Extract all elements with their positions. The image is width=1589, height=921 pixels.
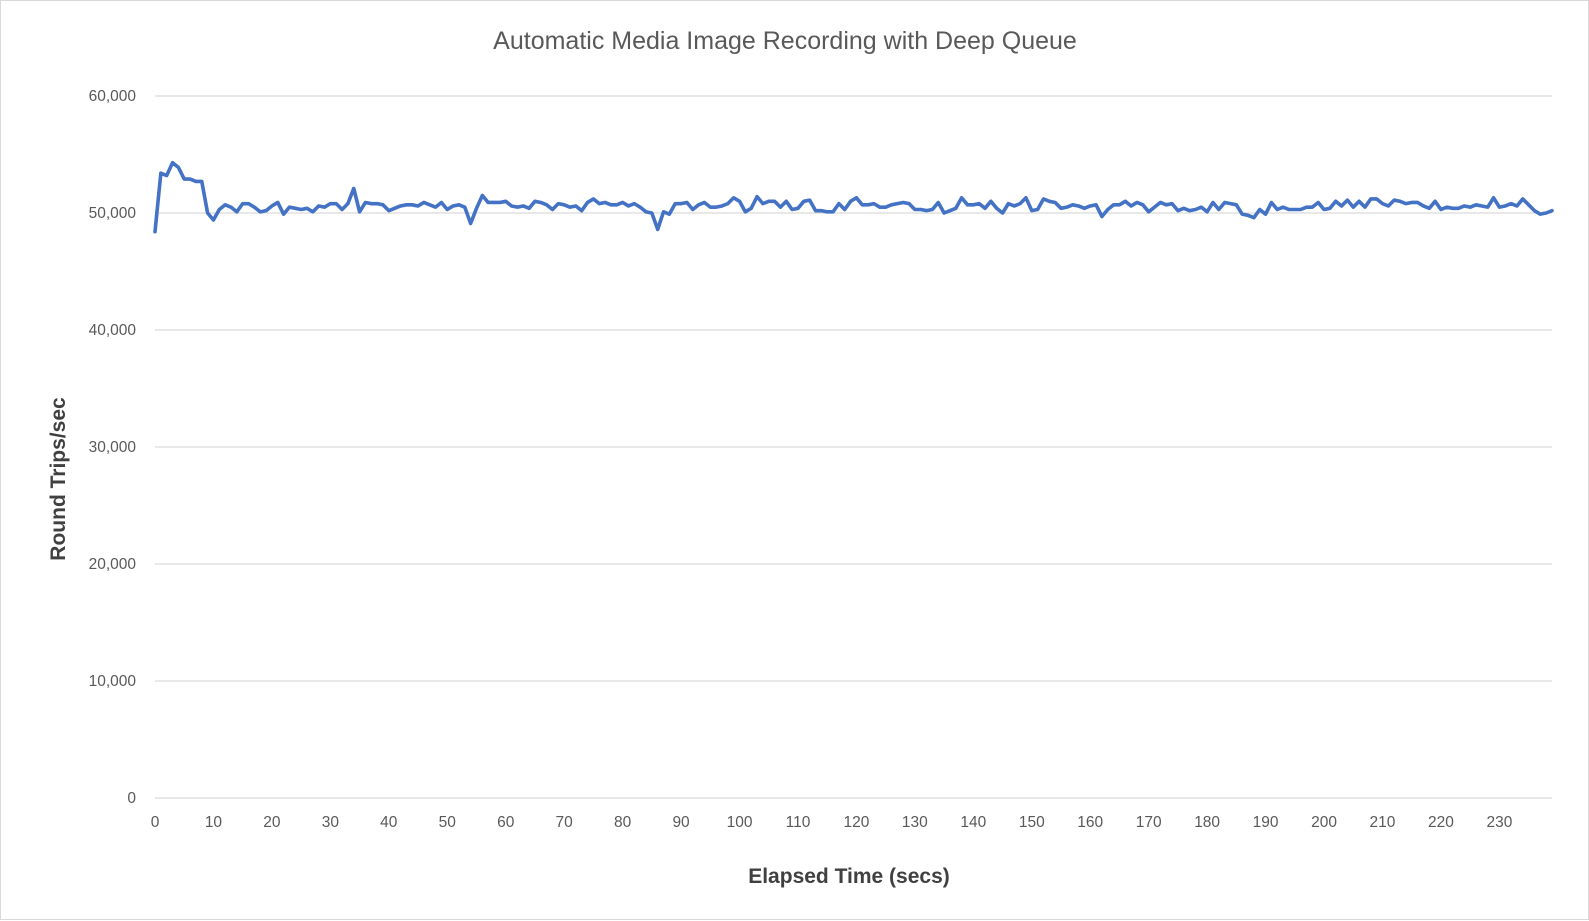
y-tick-label: 0 bbox=[127, 790, 136, 807]
x-tick-label: 60 bbox=[497, 814, 515, 831]
x-tick-label: 170 bbox=[1136, 814, 1162, 831]
x-tick-label: 210 bbox=[1370, 814, 1396, 831]
x-tick-label: 200 bbox=[1311, 814, 1337, 831]
gridlines bbox=[155, 95, 1552, 799]
x-tick-label: 10 bbox=[205, 814, 223, 831]
x-tick-label: 190 bbox=[1253, 814, 1279, 831]
series-line bbox=[153, 160, 1554, 234]
y-tick-label: 50,000 bbox=[89, 205, 137, 222]
x-tick-label: 160 bbox=[1077, 814, 1103, 831]
x-tick-label: 20 bbox=[263, 814, 281, 831]
x-tick-label: 150 bbox=[1019, 814, 1045, 831]
y-axis-title: Round Trips/sec bbox=[47, 397, 70, 561]
x-tick-label: 0 bbox=[151, 814, 160, 831]
x-tick-label: 90 bbox=[672, 814, 690, 831]
x-tick-label: 120 bbox=[843, 814, 869, 831]
y-axis-ticks: 0 10,000 20,000 30,000 40,000 50,000 60,000 bbox=[89, 88, 137, 807]
chart-title: Automatic Media Image Recording with Dee… bbox=[493, 27, 1077, 55]
x-tick-label: 230 bbox=[1486, 814, 1512, 831]
x-tick-label: 140 bbox=[960, 814, 986, 831]
y-tick-label: 10,000 bbox=[89, 673, 137, 690]
x-axis-ticks: 0 10 20 30 40 50 60 70 80 90 100 110 120 130 140 150 160… bbox=[151, 814, 1513, 831]
x-tick-label: 180 bbox=[1194, 814, 1220, 831]
x-tick-label: 100 bbox=[727, 814, 753, 831]
x-tick-label: 70 bbox=[556, 814, 574, 831]
x-tick-label: 220 bbox=[1428, 814, 1454, 831]
x-tick-label: 80 bbox=[614, 814, 632, 831]
x-axis-title: Elapsed Time (secs) bbox=[748, 865, 950, 888]
y-tick-label: 20,000 bbox=[89, 556, 137, 573]
x-tick-label: 130 bbox=[902, 814, 928, 831]
x-tick-label: 40 bbox=[380, 814, 398, 831]
x-tick-label: 50 bbox=[439, 814, 457, 831]
x-tick-label: 110 bbox=[786, 814, 811, 831]
series-layer bbox=[153, 160, 1554, 234]
x-tick-label: 30 bbox=[322, 814, 340, 831]
y-tick-label: 60,000 bbox=[89, 88, 137, 105]
y-tick-label: 40,000 bbox=[89, 322, 137, 339]
y-tick-label: 30,000 bbox=[89, 439, 137, 456]
